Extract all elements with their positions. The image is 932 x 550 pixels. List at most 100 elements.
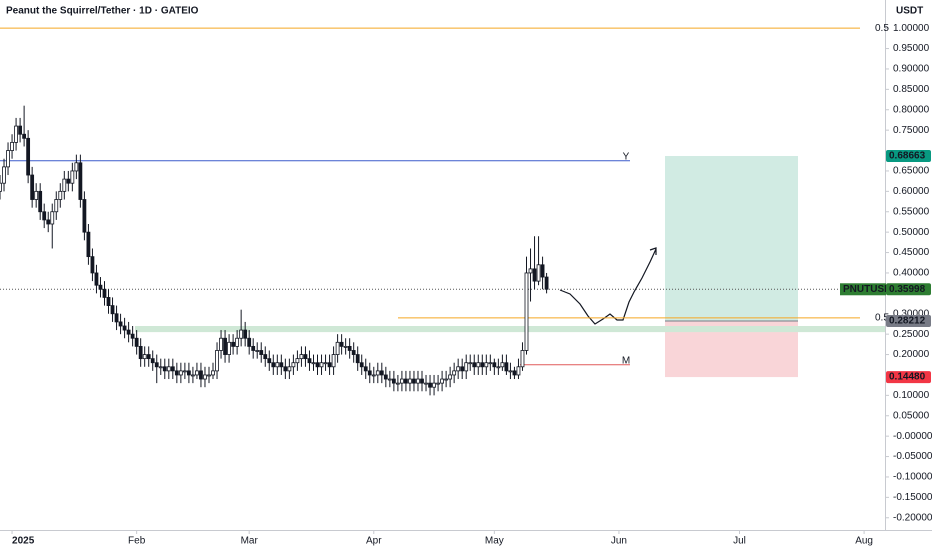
candle-body	[166, 366, 171, 372]
candle-body	[484, 362, 489, 368]
candle-body	[303, 354, 308, 360]
candle-body	[383, 374, 388, 380]
candle-body	[235, 337, 240, 347]
projection-path	[559, 248, 657, 325]
candle-body	[460, 366, 465, 372]
chart-title: Peanut the Squirrel/Tether · 1D · GATEIO	[6, 6, 199, 17]
candle-body	[259, 350, 264, 355]
candle-body	[492, 362, 497, 368]
candle-body	[311, 362, 316, 365]
candle-body	[134, 337, 139, 347]
candle-body	[444, 378, 449, 381]
candle-body	[138, 345, 143, 360]
candle-body	[536, 264, 541, 282]
candle-body	[74, 162, 79, 172]
candle-body	[122, 325, 127, 331]
y-tick-label: 0.80000	[893, 104, 930, 115]
candle-body	[118, 321, 123, 327]
candle-body	[10, 141, 14, 151]
level-label: Y	[623, 151, 630, 162]
y-tick-label: 0.45000	[893, 247, 930, 258]
candle-body	[291, 362, 296, 368]
candle-body	[299, 354, 304, 360]
symbol-label-bg	[840, 283, 886, 296]
candle-body	[215, 350, 219, 372]
candle-body	[54, 199, 59, 213]
candle-body	[82, 199, 87, 233]
candle-body	[110, 305, 115, 315]
y-tick-label: 0.10000	[893, 390, 930, 401]
y-tick-label: 0.65000	[893, 166, 930, 177]
candle-body	[395, 382, 400, 385]
candle-body	[387, 378, 392, 381]
candle-body	[227, 341, 231, 355]
candle-body	[2, 166, 6, 184]
candle-body	[283, 366, 288, 372]
candle-body	[243, 329, 248, 339]
candle-body	[231, 341, 236, 347]
candle-body	[496, 366, 501, 369]
candle-body	[178, 370, 183, 376]
candle-body	[26, 137, 31, 176]
candle-body	[351, 350, 356, 355]
candle-body	[186, 370, 191, 376]
candle-body	[436, 382, 440, 385]
candle-body	[174, 370, 179, 376]
y-tick-label: 0.95000	[893, 43, 930, 54]
candle-body	[416, 378, 420, 384]
candle-body	[379, 370, 384, 376]
candle-body	[219, 337, 223, 351]
candle-body	[404, 378, 408, 384]
entry-label-bg	[886, 315, 931, 328]
candle-body	[488, 362, 493, 365]
stop-label-bg	[886, 371, 931, 384]
candle-body	[18, 125, 22, 135]
candle-body	[335, 341, 340, 355]
level-label: 0.5	[875, 23, 889, 34]
candle-body	[50, 211, 55, 225]
level-label: M	[622, 355, 630, 366]
candle-body	[468, 362, 473, 365]
current-price-label: 0.35998	[889, 284, 926, 295]
candle-body	[22, 133, 27, 139]
candle-body	[211, 370, 215, 376]
y-tick-label: -0.20000	[893, 512, 932, 523]
candle-body	[307, 358, 312, 364]
candle-body	[239, 329, 244, 339]
y-tick-label: 0.20000	[893, 349, 930, 360]
candle-body	[102, 288, 107, 298]
candle-body	[62, 178, 67, 192]
candle-body	[500, 362, 505, 368]
candle-body	[263, 354, 268, 360]
candle-body	[275, 362, 280, 368]
y-tick-label: 0.40000	[893, 268, 930, 279]
candle-body	[339, 341, 344, 347]
candle-body	[319, 362, 324, 368]
candle-body	[267, 358, 272, 364]
candle-body	[42, 211, 47, 221]
y-tick-label: 0.85000	[893, 84, 930, 95]
candle-body	[247, 337, 252, 347]
candle-body	[508, 370, 513, 373]
stop-label: 0.14480	[889, 372, 926, 383]
candle-body	[195, 370, 199, 376]
candle-body	[528, 268, 533, 274]
candle-body	[412, 378, 416, 384]
candle-body	[420, 378, 424, 384]
candle-body	[524, 272, 529, 351]
candle-body	[343, 345, 348, 348]
candle-body	[359, 362, 364, 368]
candle-body	[34, 190, 39, 200]
y-tick-label: 0.55000	[893, 206, 930, 217]
candle-body	[0, 182, 2, 192]
x-tick-label: 2025	[12, 536, 35, 547]
projection-arrow	[649, 247, 657, 255]
candle-body	[371, 374, 376, 377]
candle-body	[464, 362, 469, 372]
candle-body	[287, 366, 292, 372]
y-tick-label: 0.60000	[893, 186, 930, 197]
candle-body	[279, 362, 284, 368]
candle-body	[106, 297, 111, 306]
candle-body	[363, 366, 368, 372]
